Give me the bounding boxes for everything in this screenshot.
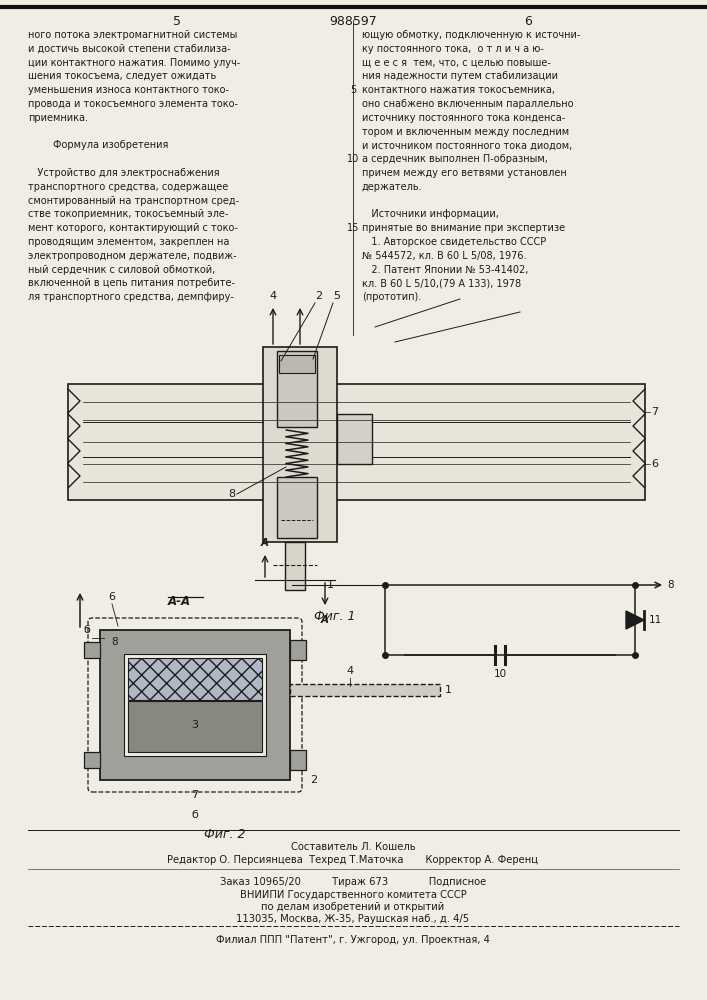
Bar — [263, 347, 337, 542]
Text: 1: 1 — [445, 685, 452, 695]
Text: ния надежности путем стабилизации: ния надежности путем стабилизации — [362, 71, 558, 81]
Text: а сердечник выполнен П-образным,: а сердечник выполнен П-образным, — [362, 154, 548, 164]
Text: оно снабжено включенным параллельно: оно снабжено включенным параллельно — [362, 99, 573, 109]
Text: (прототип).: (прототип). — [362, 292, 421, 302]
Text: 5: 5 — [333, 291, 340, 301]
Text: смонтированный на транспортном сред-: смонтированный на транспортном сред- — [28, 196, 239, 206]
Text: б: б — [192, 810, 199, 820]
Text: 4: 4 — [269, 291, 276, 301]
Bar — [277, 477, 317, 538]
Text: 7: 7 — [192, 790, 199, 800]
Text: ции контактного нажатия. Помимо улуч-: ции контактного нажатия. Помимо улуч- — [28, 58, 240, 68]
Text: А: А — [261, 538, 269, 548]
Text: 10: 10 — [347, 154, 359, 164]
Text: 11: 11 — [649, 615, 662, 625]
Text: 2. Патент Японии № 53-41402,: 2. Патент Японии № 53-41402, — [362, 265, 528, 275]
Text: 6: 6 — [108, 592, 115, 602]
Text: 7: 7 — [651, 407, 658, 417]
Text: мент которого, контактирующий с токо-: мент которого, контактирующий с токо- — [28, 223, 238, 233]
Text: по делам изобретений и открытий: по делам изобретений и открытий — [262, 902, 445, 912]
Text: ля транспортного средства, демпфиру-: ля транспортного средства, демпфиру- — [28, 292, 234, 302]
Text: 6: 6 — [651, 459, 658, 469]
Text: 988597: 988597 — [329, 15, 377, 28]
Text: 6: 6 — [524, 15, 532, 28]
Text: б: б — [83, 625, 90, 635]
Polygon shape — [626, 611, 644, 629]
Bar — [100, 630, 290, 780]
Text: Устройство для электроснабжения: Устройство для электроснабжения — [28, 168, 220, 178]
Text: Источники информации,: Источники информации, — [362, 209, 499, 219]
Text: Составитель Л. Кошель: Составитель Л. Кошель — [291, 842, 415, 852]
Bar — [285, 542, 305, 590]
Bar — [337, 414, 372, 464]
Text: ного потока электромагнитной системы: ного потока электромагнитной системы — [28, 30, 238, 40]
Text: 8: 8 — [112, 637, 118, 647]
Text: 4: 4 — [346, 666, 354, 676]
Text: 113035, Москва, Ж-35, Раушская наб., д. 4/5: 113035, Москва, Ж-35, Раушская наб., д. … — [236, 914, 469, 924]
Text: уменьшения износа контактного токо-: уменьшения износа контактного токо- — [28, 85, 229, 95]
Text: электропроводном держателе, подвиж-: электропроводном держателе, подвиж- — [28, 251, 237, 261]
Text: ку постоянного тока,  о т л и ч а ю-: ку постоянного тока, о т л и ч а ю- — [362, 44, 544, 54]
Text: 1. Авторское свидетельство СССР: 1. Авторское свидетельство СССР — [362, 237, 547, 247]
Text: тором и включенным между последним: тором и включенным между последним — [362, 127, 569, 137]
Bar — [290, 684, 440, 696]
Text: контактного нажатия токосъемника,: контактного нажатия токосъемника, — [362, 85, 555, 95]
Text: Заказ 10965/20          Тираж 673             Подписное: Заказ 10965/20 Тираж 673 Подписное — [220, 877, 486, 887]
Text: Редактор О. Персиянцева  Техред Т.Маточка       Корректор А. Ференц: Редактор О. Персиянцева Техред Т.Маточка… — [168, 855, 539, 865]
Text: 8: 8 — [667, 580, 674, 590]
Bar — [277, 351, 317, 427]
Text: 15: 15 — [347, 223, 359, 233]
Bar — [128, 701, 262, 752]
Bar — [84, 752, 100, 768]
Text: включенной в цепь питания потребите-: включенной в цепь питания потребите- — [28, 278, 235, 288]
Text: принятые во внимание при экспертизе: принятые во внимание при экспертизе — [362, 223, 565, 233]
Text: 5: 5 — [173, 15, 181, 28]
Bar — [279, 355, 315, 373]
Text: Фиг. 1: Фиг. 1 — [314, 610, 356, 623]
Text: шения токосъема, следует ожидать: шения токосъема, следует ожидать — [28, 71, 216, 81]
Text: Фиг. 2: Фиг. 2 — [204, 828, 246, 841]
Text: стве токоприемник, токосъемный эле-: стве токоприемник, токосъемный эле- — [28, 209, 228, 219]
Bar — [128, 658, 262, 700]
Text: держатель.: держатель. — [362, 182, 423, 192]
Bar — [84, 642, 100, 658]
Text: щ е е с я  тем, что, с целью повыше-: щ е е с я тем, что, с целью повыше- — [362, 58, 551, 68]
Text: Формула изобретения: Формула изобретения — [28, 140, 168, 150]
Text: Филиал ППП "Патент", г. Ужгород, ул. Проектная, 4: Филиал ППП "Патент", г. Ужгород, ул. Про… — [216, 935, 490, 945]
Text: ВНИИПИ Государственного комитета СССР: ВНИИПИ Государственного комитета СССР — [240, 890, 467, 900]
Text: А-А: А-А — [168, 595, 191, 608]
Text: провода и токосъемного элемента токо-: провода и токосъемного элемента токо- — [28, 99, 238, 109]
Text: проводящим элементом, закреплен на: проводящим элементом, закреплен на — [28, 237, 229, 247]
Text: и достичь высокой степени стабилиза-: и достичь высокой степени стабилиза- — [28, 44, 230, 54]
Bar — [124, 654, 266, 756]
Text: 5: 5 — [350, 85, 356, 95]
Text: 1: 1 — [327, 580, 334, 590]
Text: ющую обмотку, подключенную к источни-: ющую обмотку, подключенную к источни- — [362, 30, 580, 40]
Text: 3: 3 — [192, 720, 199, 730]
Text: приемника.: приемника. — [28, 113, 88, 123]
Text: 8: 8 — [228, 489, 235, 499]
Text: ный сердечник с силовой обмоткой,: ный сердечник с силовой обмоткой, — [28, 265, 215, 275]
Bar — [290, 640, 306, 660]
Text: причем между его ветвями установлен: причем между его ветвями установлен — [362, 168, 567, 178]
Bar — [68, 384, 645, 500]
Bar — [290, 750, 306, 770]
Text: кл. В 60 L 5/10,(79 А 133), 1978: кл. В 60 L 5/10,(79 А 133), 1978 — [362, 278, 521, 288]
Text: 10: 10 — [493, 669, 506, 679]
Text: № 544572, кл. В 60 L 5/08, 1976.: № 544572, кл. В 60 L 5/08, 1976. — [362, 251, 527, 261]
Text: А: А — [321, 615, 329, 625]
Text: 2: 2 — [310, 775, 317, 785]
Text: транспортного средства, содержащее: транспортного средства, содержащее — [28, 182, 228, 192]
Text: 2: 2 — [315, 291, 322, 301]
Text: и источником постоянного тока диодом,: и источником постоянного тока диодом, — [362, 140, 572, 150]
Text: источнику постоянного тока конденса-: источнику постоянного тока конденса- — [362, 113, 566, 123]
